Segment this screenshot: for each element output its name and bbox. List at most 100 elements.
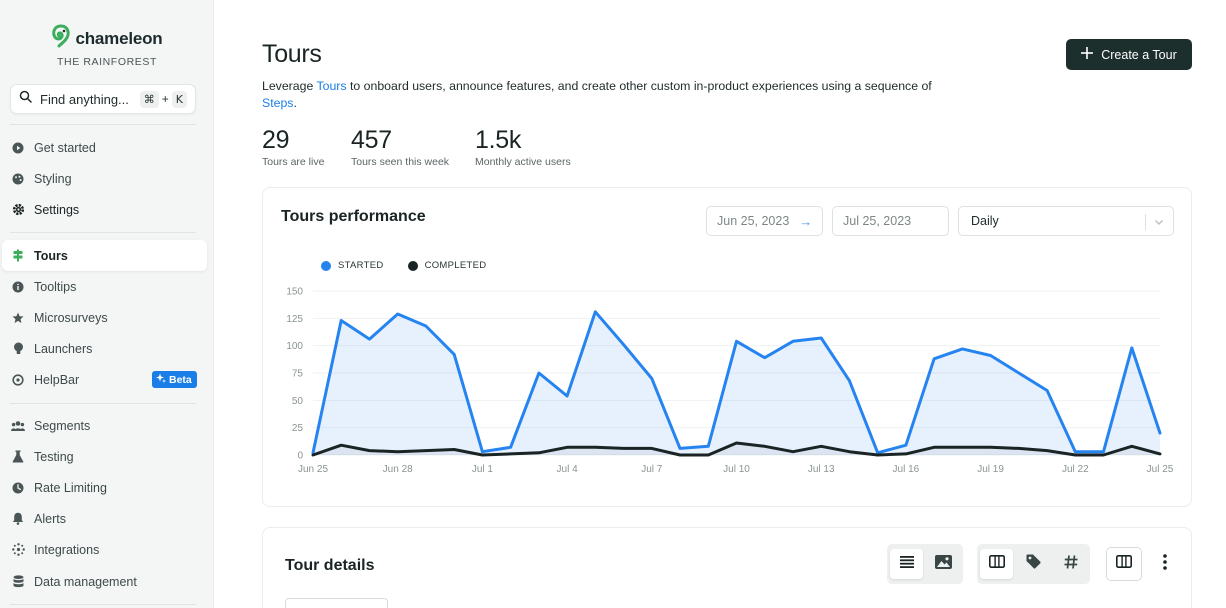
sidebar-item-testing[interactable]: Testing — [2, 441, 207, 472]
desc-text: Leverage — [262, 79, 317, 93]
column-options-toggle — [977, 544, 1090, 584]
x-tick-label: Jul 13 — [808, 464, 835, 475]
tours-link[interactable]: Tours — [316, 79, 347, 93]
image-icon — [935, 554, 952, 574]
palette-icon — [11, 172, 25, 186]
x-tick-label: Jul 16 — [893, 464, 920, 475]
series-line-started — [311, 310, 1162, 455]
create-tour-button[interactable]: Create a Tour — [1066, 39, 1192, 70]
beta-badge-label: Beta — [169, 373, 192, 386]
stat-tours-seen: 457 Tours seen this week — [351, 126, 449, 168]
create-tour-label: Create a Tour — [1101, 47, 1177, 62]
series-area-completed — [313, 443, 1160, 455]
sidebar-item-label: Testing — [34, 449, 74, 464]
brand[interactable]: chameleon — [0, 24, 214, 53]
kebab-icon — [1163, 553, 1167, 575]
table-layout-button[interactable] — [1106, 547, 1142, 581]
interval-value: Daily — [971, 214, 999, 228]
sidebar-item-tours[interactable]: Tours — [2, 240, 207, 271]
sidebar-item-label: Integrations — [34, 542, 100, 557]
sidebar-item-label: Tooltips — [34, 279, 77, 294]
sidebar-item-tooltips[interactable]: Tooltips — [2, 271, 207, 302]
series-line-completed — [311, 441, 1162, 457]
list-view-button[interactable] — [890, 549, 923, 579]
start-date-input[interactable]: Jun 25, 2023 → — [706, 206, 823, 236]
columns-icon — [988, 555, 1005, 573]
chameleon-logo-icon — [51, 24, 71, 53]
sidebar-item-label: Microsurveys — [34, 310, 108, 325]
sidebar-divider — [10, 604, 196, 605]
sidebar-divider — [10, 232, 196, 233]
stat-value: 457 — [351, 126, 392, 154]
desc-text: to onboard users, announce features, and… — [346, 79, 932, 93]
sidebar-item-label: Settings — [34, 202, 80, 217]
view-mode-toggle — [887, 544, 963, 584]
sidebar-item-microsurveys[interactable]: Microsurveys — [2, 302, 207, 333]
sidebar-item-label: Launchers — [34, 341, 93, 356]
list-icon — [899, 555, 914, 573]
x-tick-label: Jul 22 — [1062, 464, 1089, 475]
tour-details-title: Tour details — [285, 557, 375, 574]
x-tick-label: Jul 4 — [557, 464, 579, 475]
columns-button[interactable] — [980, 549, 1013, 579]
people-icon — [11, 419, 25, 433]
brand-name: chameleon — [75, 28, 163, 48]
legend-label: COMPLETED — [424, 260, 487, 271]
x-tick-label: Jun 25 — [298, 464, 328, 475]
sidebar-item-settings[interactable]: Settings — [2, 194, 207, 225]
filter-button[interactable] — [285, 598, 388, 608]
tags-button[interactable] — [1017, 549, 1050, 579]
sidebar-item-label: Segments — [34, 418, 91, 433]
sidebar-item-launchers[interactable]: Launchers — [2, 333, 207, 364]
sidebar-item-label: Alerts — [34, 511, 66, 526]
sidebar-item-helpbar[interactable]: HelpBar Beta — [2, 364, 207, 395]
plus-icon — [1081, 47, 1094, 62]
sidebar: chameleon THE RAINFOREST Find anything..… — [0, 0, 214, 608]
legend-label: STARTED — [338, 260, 384, 271]
y-tick-label: 125 — [286, 314, 303, 325]
x-tick-label: Jul 7 — [641, 464, 663, 475]
legend-item-completed[interactable]: COMPLETED — [407, 260, 487, 271]
play-circle-icon — [11, 141, 25, 155]
steps-link[interactable]: Steps — [262, 96, 294, 110]
shortcut-k-key: K — [171, 90, 187, 108]
x-tick-label: Jul 10 — [723, 464, 750, 475]
sidebar-item-styling[interactable]: Styling — [2, 163, 207, 194]
database-icon — [11, 575, 25, 589]
flask-icon — [11, 450, 25, 464]
gear-icon — [11, 203, 25, 217]
info-icon — [11, 280, 25, 294]
sidebar-divider — [10, 403, 196, 404]
chevron-down-icon — [1154, 216, 1164, 230]
search-input[interactable]: Find anything... ⌘ + K — [10, 84, 196, 114]
bulb-icon — [11, 342, 25, 356]
legend-dot — [321, 260, 331, 271]
hash-icon — [1064, 554, 1078, 574]
sidebar-item-label: Rate Limiting — [34, 480, 107, 495]
bell-icon — [11, 512, 25, 526]
ids-button[interactable] — [1054, 549, 1087, 579]
sparkle-icon — [156, 373, 166, 386]
more-options-button[interactable] — [1158, 553, 1172, 575]
sidebar-item-get-started[interactable]: Get started — [2, 132, 207, 163]
interval-select[interactable]: Daily — [958, 206, 1174, 236]
sidebar-item-label: Get started — [34, 140, 96, 155]
preview-view-button[interactable] — [927, 549, 960, 579]
sidebar-item-data-management[interactable]: Data management — [2, 566, 207, 597]
sidebar-item-label: Styling — [34, 171, 72, 186]
sidebar-item-label: HelpBar — [34, 372, 80, 387]
shortcut-plus: + — [161, 92, 169, 106]
arrow-right-icon: → — [799, 213, 813, 229]
legend-item-started[interactable]: STARTED — [321, 260, 384, 271]
sidebar-item-segments[interactable]: Segments — [2, 410, 207, 441]
page-title: Tours — [262, 40, 322, 68]
workspace-name[interactable]: THE RAINFOREST — [57, 56, 157, 68]
integrations-icon — [11, 543, 25, 557]
y-tick-label: 75 — [292, 369, 304, 380]
end-date-input[interactable]: Jul 25, 2023 — [832, 206, 949, 236]
sidebar-item-rate-limiting[interactable]: Rate Limiting — [2, 472, 207, 503]
sidebar-item-integrations[interactable]: Integrations — [2, 534, 207, 565]
sidebar-item-alerts[interactable]: Alerts — [2, 503, 207, 534]
performance-title: Tours performance — [281, 208, 426, 225]
x-tick-label: Jun 28 — [383, 464, 413, 475]
